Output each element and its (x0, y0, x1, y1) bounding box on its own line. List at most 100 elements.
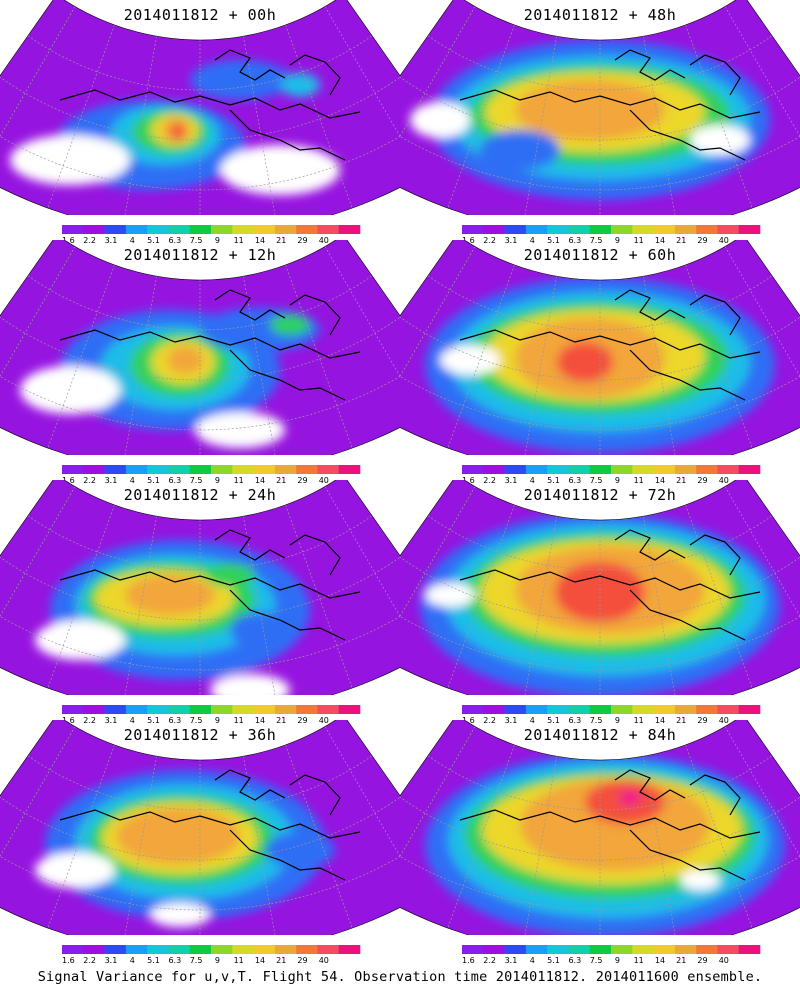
colorbar-tick-label: 7.5 (190, 476, 203, 485)
colorbar-tick-label: 21 (676, 476, 686, 485)
colorbar-swatch (504, 945, 527, 954)
colorbar-swatch (147, 465, 169, 474)
colorbar-tick-label: 3.1 (105, 236, 118, 245)
colorbar-swatch (483, 945, 505, 954)
colorbar-tick-label: 2.2 (83, 956, 96, 965)
variance-contour-orange (167, 346, 203, 374)
map-panel-12h: 2014011812 + 12h 1.6 2.2 3.1 4 5.1 6.3 7.5 9 11 14… (0, 240, 400, 485)
colorbar-swatch (168, 945, 191, 954)
colorbar-tick-label: 1.6 (462, 716, 475, 725)
colorbar-tick-label: 1.6 (462, 236, 475, 245)
colorbar-swatch (125, 705, 148, 714)
colorbar-tick-label: 29 (697, 956, 707, 965)
below-threshold-area (210, 674, 290, 695)
colorbar-swatch (338, 945, 361, 954)
colorbar-swatch (62, 705, 84, 714)
colorbar-tick-label: 21 (276, 716, 286, 725)
colorbar-swatch (338, 465, 361, 474)
colorbar-tick-label: 4 (530, 716, 535, 725)
colorbar-swatch (589, 465, 612, 474)
colorbar-swatch (296, 705, 318, 714)
colorbar-swatch (253, 225, 276, 234)
colorbar-swatch (83, 465, 105, 474)
below-threshold-area (690, 125, 750, 155)
colorbar-tick-label: 6.3 (168, 476, 181, 485)
colorbar-tick-label: 6.3 (568, 716, 581, 725)
colorbar-swatch (653, 465, 676, 474)
colorbar-swatch (547, 705, 569, 714)
colorbar-swatch (547, 945, 569, 954)
colorbar-tick-label: 2.2 (83, 476, 96, 485)
colorbar-swatch (611, 465, 633, 474)
colorbar-swatch (104, 225, 127, 234)
colorbar: 1.6 2.2 3.1 4 5.1 6.3 7.5 9 11 14 21 29 40 (62, 945, 361, 965)
colorbar-swatch (525, 945, 548, 954)
map-plot (0, 720, 400, 935)
colorbar-tick-label: 3.1 (505, 956, 518, 965)
colorbar-tick-label: 7.5 (590, 956, 603, 965)
map-panel-36h: 2014011812 + 36h 1.6 2.2 3.1 4 5.1 6.3 7.5 9 11 14… (0, 720, 400, 965)
colorbar-tick-label: 11 (234, 236, 244, 245)
colorbar-swatch (547, 465, 569, 474)
colorbar-tick-label: 14 (255, 236, 265, 245)
colorbar-tick-label: 4 (130, 716, 135, 725)
colorbar-swatch (589, 945, 612, 954)
colorbar-swatch (696, 945, 718, 954)
variance-contour-red (171, 123, 185, 141)
colorbar: 1.6 2.2 3.1 4 5.1 6.3 7.5 9 11 14 21 29 40 (462, 945, 761, 965)
variance-contour-cyan (280, 73, 320, 97)
below-threshold-area (150, 903, 210, 927)
colorbar-tick-label: 1.6 (62, 476, 75, 485)
colorbar-swatch (462, 945, 484, 954)
figure-caption: Signal Variance for u,v,T. Flight 54. Ob… (37, 969, 763, 985)
colorbar-tick-label: 6.3 (168, 236, 181, 245)
colorbar-tick-label: 21 (676, 236, 686, 245)
colorbar-tick-label: 4 (130, 236, 135, 245)
colorbar-swatch (83, 225, 105, 234)
panel-title: 2014011812 + 84h (523, 726, 677, 744)
colorbar-swatch (632, 705, 654, 714)
colorbar-swatch (274, 705, 297, 714)
colorbar-swatch (338, 225, 361, 234)
colorbar-tick-label: 6.3 (168, 956, 181, 965)
colorbar-tick-label: 29 (297, 956, 307, 965)
colorbar-tick-label: 29 (697, 716, 707, 725)
colorbar-tick-label: 7.5 (590, 716, 603, 725)
colorbar-swatch (547, 225, 569, 234)
colorbar-swatch (504, 225, 527, 234)
panel-title: 2014011812 + 00h (123, 6, 277, 24)
map-plot (0, 0, 400, 215)
colorbar-swatch (232, 945, 254, 954)
colorbar-swatch (125, 225, 148, 234)
map-panel-72h: 2014011812 + 72h 1.6 2.2 3.1 4 5.1 6.3 7.5 9 11 14… (400, 480, 800, 725)
colorbar-swatch (674, 225, 697, 234)
colorbar-swatch (674, 705, 697, 714)
colorbar-swatch (674, 945, 697, 954)
colorbar-tick-label: 9 (215, 236, 220, 245)
colorbar-tick-label: 40 (319, 956, 329, 965)
colorbar-tick-label: 9 (615, 956, 620, 965)
colorbar-tick-label: 1.6 (62, 716, 75, 725)
colorbar-swatch (62, 945, 84, 954)
colorbar-swatch (296, 465, 318, 474)
colorbar-tick-label: 21 (676, 956, 686, 965)
colorbar-tick-label: 21 (676, 716, 686, 725)
colorbar-swatch (125, 465, 148, 474)
below-threshold-area (10, 135, 130, 185)
below-threshold-area (35, 852, 115, 888)
colorbar-swatch (296, 225, 318, 234)
map-plot (400, 480, 800, 695)
colorbar-tick-label: 6.3 (568, 956, 581, 965)
colorbar-swatch (211, 465, 233, 474)
map-panel-24h: 2014011812 + 24h 1.6 2.2 3.1 4 5.1 6.3 7.5 9 11 14… (0, 480, 400, 725)
colorbar-tick-label: 5.1 (147, 716, 160, 725)
colorbar-tick-label: 1.6 (62, 956, 75, 965)
graticule (400, 246, 800, 455)
map-panel-60h: 2014011812 + 60h 1.6 2.2 3.1 4 5.1 6.3 7.5 9 11 14… (400, 240, 800, 485)
colorbar-tick-label: 40 (319, 476, 329, 485)
colorbar-tick-label: 21 (276, 956, 286, 965)
colorbar-swatch (568, 945, 591, 954)
colorbar-tick-label: 5.1 (547, 956, 560, 965)
colorbar-swatch (83, 705, 105, 714)
colorbar-swatch (104, 705, 127, 714)
